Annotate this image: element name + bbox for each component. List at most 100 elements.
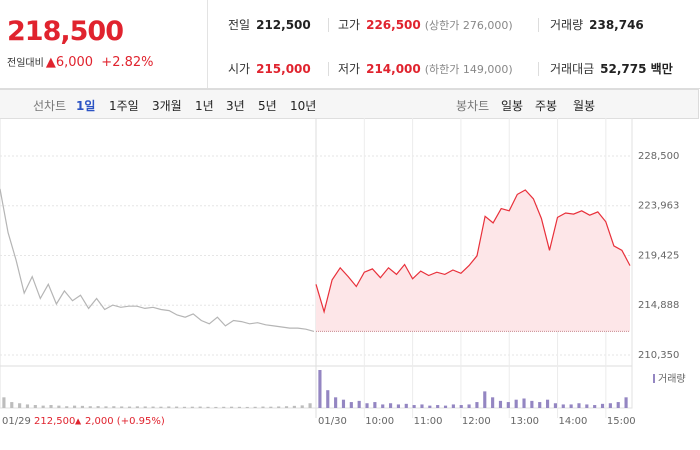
summary-value: 238,746 [589, 18, 644, 32]
volume-bar [600, 403, 605, 408]
volume-bar [2, 397, 6, 408]
x-tick-label: 15:00 [607, 416, 636, 427]
summary-cell: 시가 215,000 [228, 60, 311, 77]
volume-bar [404, 403, 408, 408]
volume-bar [190, 406, 194, 408]
tab[interactable]: 1일 [76, 99, 96, 113]
summary-cell: 전일 212,500 [228, 16, 311, 33]
volume-bar [396, 404, 400, 408]
x-tick-label: 14:00 [559, 416, 588, 427]
chart: 210,350 214,888 219,425 223,963 228,500 10:00… [0, 118, 686, 427]
volume-bar [277, 406, 281, 408]
summary-label: 거래량 [550, 18, 584, 32]
volume-legend: 거래량 [658, 373, 686, 385]
volume-bar [349, 402, 353, 408]
tab-bar: 선차트 봉차트 1일 1주일 3개월 1년 3년 5년 10년 일봉 주봉 월봉 [0, 89, 699, 119]
volume-bar [159, 406, 163, 408]
tab[interactable]: 3년 [226, 99, 245, 113]
volume-bar [459, 405, 463, 408]
volume-bar [49, 405, 53, 408]
summary-label: 시가 [228, 62, 251, 76]
volume-bar [135, 406, 139, 408]
volume-bar [561, 404, 565, 408]
summary-cell: 거래량 238,746 [550, 16, 644, 33]
volume-bar [151, 406, 155, 408]
volume-bar [96, 406, 100, 408]
volume-bar [381, 404, 385, 408]
volume-bar [73, 405, 77, 408]
volume-bar [308, 403, 312, 408]
volume-bar [538, 402, 542, 408]
summary-cell: 고가 226,500 (상한가 276,000) [338, 16, 513, 33]
volume-bar [300, 405, 304, 408]
tab[interactable]: 3개월 [152, 99, 182, 113]
volume-bar [206, 406, 210, 408]
tab[interactable]: 일봉 [501, 99, 524, 113]
volume-bar [498, 400, 503, 408]
tab[interactable]: 1주일 [109, 99, 139, 113]
volume-bar [18, 403, 22, 408]
tab[interactable]: 1년 [195, 99, 214, 113]
x-tick-label: 11:00 [414, 416, 443, 427]
volume-bar [41, 405, 45, 408]
volume-bar [514, 399, 518, 408]
volume-bar [412, 405, 416, 408]
volume-bar [365, 403, 369, 408]
prev-close: 212,500 [34, 416, 75, 427]
summary-note: (상한가 276,000) [424, 19, 513, 32]
tab[interactable]: 5년 [258, 99, 277, 113]
y-tick-label: 214,888 [638, 300, 679, 311]
x-tick-label: 12:00 [462, 416, 491, 427]
volume-bar [292, 405, 296, 408]
volume-bar [230, 406, 234, 408]
volume-bar [373, 402, 377, 408]
volume-bar [530, 400, 534, 408]
summary-label: 고가 [338, 18, 361, 32]
volume-bar [112, 406, 116, 408]
volume-bar [475, 402, 479, 408]
volume-bar [577, 403, 581, 408]
quote-box: 218,500 전일대비 ▲6,000 +2.82% [0, 0, 208, 88]
prev-change-icon: ▲ [75, 417, 82, 426]
volume-bar [389, 403, 393, 408]
volume-bar [420, 404, 424, 408]
volume-bar [443, 405, 448, 408]
volume-bar [326, 390, 330, 408]
volume-bar [483, 391, 487, 408]
prev-change: 2,000 (+0.95%) [85, 416, 165, 427]
volume-bar [253, 406, 257, 408]
volume-bar [10, 402, 14, 408]
volume-bar [334, 397, 338, 408]
volume-bar [88, 406, 92, 408]
volume-bar [284, 406, 289, 408]
volume-bar [80, 405, 84, 408]
volume-bar [127, 406, 132, 408]
price-line [0, 188, 315, 332]
volume-bar [593, 405, 597, 408]
summary-value: 214,000 [366, 62, 421, 76]
volume-bar [104, 406, 108, 408]
change-label: 전일대비 [7, 58, 44, 69]
volume-bar [120, 406, 124, 408]
y-tick-label: 210,350 [638, 350, 679, 361]
price: 218,500 [7, 16, 124, 47]
tab[interactable]: 월봉 [573, 99, 596, 113]
summary-value: 215,000 [256, 62, 311, 76]
volume-bar [491, 397, 495, 408]
volume-bar [467, 404, 471, 408]
y-tick-label: 228,500 [638, 151, 679, 162]
tab[interactable]: 10년 [290, 99, 317, 113]
price-line [315, 189, 631, 314]
volume-bar [616, 402, 620, 408]
volume-bar [608, 403, 612, 408]
summary-value: 226,500 [366, 18, 421, 32]
x-tick-label: 13:00 [510, 416, 539, 427]
volume-bar [143, 406, 147, 408]
change-rate: +2.82% [101, 55, 154, 70]
volume-bar [341, 399, 346, 408]
volume-bar [167, 406, 171, 408]
tab[interactable]: 주봉 [535, 99, 558, 113]
volume-bar [261, 406, 265, 408]
volume-bar [245, 406, 249, 408]
volume-bar [198, 406, 202, 408]
